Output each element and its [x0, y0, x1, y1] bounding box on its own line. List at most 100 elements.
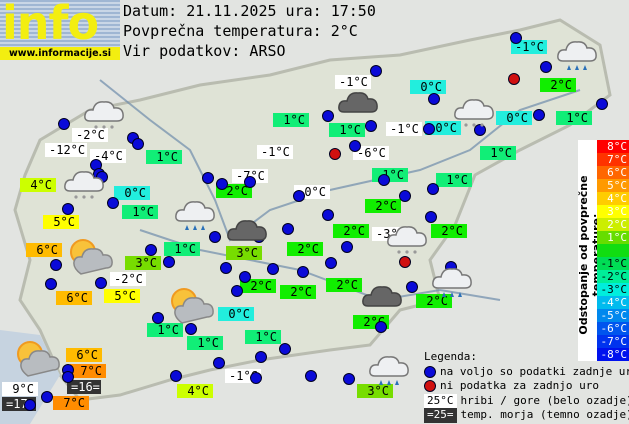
- station-temperature-label: 1°C: [329, 123, 365, 137]
- station-temperature-label: 4°C: [20, 178, 56, 192]
- scale-step: 4°C: [597, 192, 629, 205]
- station-temperature-label: 6°C: [66, 348, 102, 362]
- station-temperature-label: 9°C: [2, 382, 38, 396]
- station-dot[interactable]: [375, 321, 387, 333]
- station-dot[interactable]: [213, 357, 225, 369]
- station-dot[interactable]: [95, 277, 107, 289]
- station-temperature-label: 1°C: [147, 323, 183, 337]
- scale-step: 1°C: [597, 231, 629, 244]
- station-dot[interactable]: [24, 399, 36, 411]
- station-dot[interactable]: [406, 281, 418, 293]
- station-dot[interactable]: [152, 312, 164, 324]
- station-dot[interactable]: [209, 231, 221, 243]
- dark-cloud-icon: [227, 220, 267, 241]
- station-temperature-label: -1°C: [335, 75, 371, 89]
- station-dot[interactable]: [297, 266, 309, 278]
- station-dot[interactable]: [216, 178, 228, 190]
- station-dot[interactable]: [425, 211, 437, 223]
- station-dot[interactable]: [322, 110, 334, 122]
- station-dot[interactable]: [325, 257, 337, 269]
- station-temperature-label: -6°C: [353, 146, 389, 160]
- rain-cloud-icon: [557, 41, 597, 70]
- station-dot[interactable]: [540, 61, 552, 73]
- station-dot[interactable]: [365, 120, 377, 132]
- station-temperature-label: 1°C: [273, 113, 309, 127]
- station-temperature-label: -1°C: [386, 122, 422, 136]
- station-temperature-label: 2°C: [333, 224, 369, 238]
- station-dot[interactable]: [202, 172, 214, 184]
- station-dot[interactable]: [250, 372, 262, 384]
- station-dot[interactable]: [132, 138, 144, 150]
- station-temperature-label: -12°C: [45, 143, 87, 157]
- data-source: Vir podatkov: ARSO: [123, 42, 286, 60]
- station-temperature-label: 3°C: [357, 384, 393, 398]
- station-dot[interactable]: [231, 285, 243, 297]
- station-temperature-label: 3°C: [125, 256, 161, 270]
- station-dot[interactable]: [255, 351, 267, 363]
- station-dot[interactable]: [343, 373, 355, 385]
- station-missing-dot[interactable]: [399, 256, 411, 268]
- station-dot[interactable]: [107, 197, 119, 209]
- station-dot[interactable]: [428, 93, 440, 105]
- legend-sea-sample: =25=: [424, 408, 457, 423]
- dark-cloud-icon: [362, 286, 402, 307]
- scale-step: 8°C: [597, 140, 629, 153]
- station-dot[interactable]: [378, 174, 390, 186]
- station-dot[interactable]: [279, 343, 291, 355]
- station-temperature-label: 0°C: [496, 111, 532, 125]
- station-temperature-label: 2°C: [240, 279, 276, 293]
- station-dot[interactable]: [244, 176, 256, 188]
- snow-cloud-icon: [84, 101, 124, 129]
- station-dot[interactable]: [305, 370, 317, 382]
- station-dot[interactable]: [170, 370, 182, 382]
- station-temperature-label: 5°C: [104, 289, 140, 303]
- date-line: Datum: 21.11.2025 ura: 17:50: [123, 2, 376, 20]
- station-temperature-label: 1°C: [480, 146, 516, 160]
- site-logo[interactable]: info www.informacije.si: [0, 0, 120, 60]
- dark-cloud-icon: [338, 92, 378, 113]
- sea-temperature-label: =16=: [67, 380, 101, 394]
- station-dot[interactable]: [474, 124, 486, 136]
- scale-step: 3°C: [597, 205, 629, 218]
- station-dot[interactable]: [163, 256, 175, 268]
- station-dot[interactable]: [41, 391, 53, 403]
- station-dot[interactable]: [50, 259, 62, 271]
- station-temperature-label: 1°C: [187, 336, 223, 350]
- station-dot[interactable]: [267, 263, 279, 275]
- station-dot[interactable]: [282, 223, 294, 235]
- station-dot[interactable]: [62, 371, 74, 383]
- station-dot[interactable]: [510, 32, 522, 44]
- station-dot[interactable]: [427, 183, 439, 195]
- station-temperature-label: 1°C: [436, 173, 472, 187]
- station-dot[interactable]: [58, 118, 70, 130]
- station-temperature-label: 2°C: [540, 78, 576, 92]
- station-dot[interactable]: [370, 65, 382, 77]
- station-dot[interactable]: [341, 241, 353, 253]
- logo-url[interactable]: www.informacije.si: [0, 47, 120, 60]
- station-dot[interactable]: [533, 109, 545, 121]
- station-dot[interactable]: [62, 203, 74, 215]
- station-dot[interactable]: [596, 98, 608, 110]
- station-dot[interactable]: [239, 271, 251, 283]
- legend-hill-text: hribi / gore (belo ozadje): [460, 393, 629, 407]
- station-temperature-label: 2°C: [431, 224, 467, 238]
- station-dot[interactable]: [399, 190, 411, 202]
- logo-text: info: [2, 0, 99, 46]
- station-dot[interactable]: [145, 244, 157, 256]
- station-dot[interactable]: [185, 323, 197, 335]
- station-temperature-label: -2°C: [72, 128, 108, 142]
- rain-cloud-icon: [175, 201, 215, 230]
- station-dot[interactable]: [349, 140, 361, 152]
- station-temperature-label: 0°C: [218, 307, 254, 321]
- station-missing-dot[interactable]: [508, 73, 520, 85]
- legend-sea-text: temp. morja (temno ozadje): [460, 408, 629, 421]
- station-dot[interactable]: [322, 209, 334, 221]
- station-dot[interactable]: [45, 278, 57, 290]
- sun-cloud-icon: [70, 239, 113, 275]
- station-missing-dot[interactable]: [329, 148, 341, 160]
- station-temperature-label: 1°C: [146, 150, 182, 164]
- station-dot[interactable]: [220, 262, 232, 274]
- station-temperature-label: 4°C: [177, 384, 213, 398]
- station-dot[interactable]: [423, 123, 435, 135]
- station-dot[interactable]: [293, 190, 305, 202]
